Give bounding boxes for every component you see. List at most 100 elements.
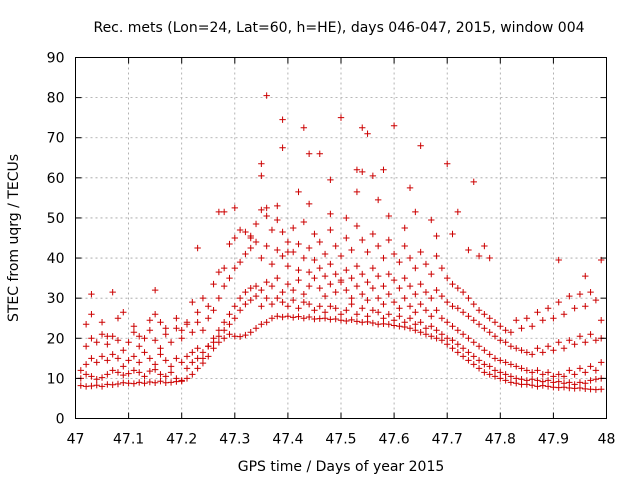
data-point <box>93 375 100 383</box>
data-point <box>231 315 238 322</box>
data-point <box>428 333 435 340</box>
data-point <box>433 252 440 260</box>
data-point <box>215 294 223 302</box>
data-point <box>295 188 302 196</box>
data-point <box>290 224 297 232</box>
data-point <box>406 315 414 322</box>
data-point <box>592 337 600 344</box>
data-point <box>428 270 435 278</box>
data-point <box>321 315 329 322</box>
data-point <box>327 260 334 268</box>
data-point <box>321 272 329 280</box>
data-point <box>162 357 169 364</box>
x-axis-label: GPS time / Days of year 2015 <box>238 459 445 475</box>
data-point <box>82 343 90 350</box>
data-point <box>566 292 573 300</box>
data-point <box>539 371 546 378</box>
data-point <box>343 286 350 294</box>
data-point <box>513 375 520 382</box>
data-point <box>157 377 164 385</box>
data-point <box>136 343 143 350</box>
data-point <box>518 347 525 354</box>
data-point <box>534 383 541 390</box>
data-point <box>396 258 403 266</box>
data-point <box>438 337 446 344</box>
data-point <box>109 288 116 296</box>
data-point <box>189 298 196 306</box>
data-point <box>475 365 483 372</box>
data-point <box>242 300 249 308</box>
data-point <box>151 379 159 387</box>
data-point <box>157 345 164 352</box>
data-point <box>582 380 589 387</box>
data-point <box>104 333 111 340</box>
data-point <box>523 377 531 384</box>
data-point <box>438 331 446 338</box>
data-point <box>459 309 467 316</box>
data-point <box>481 242 488 250</box>
data-point <box>364 318 371 326</box>
data-point <box>77 367 85 374</box>
data-point <box>284 248 292 256</box>
data-point <box>359 168 366 176</box>
data-point <box>321 250 329 258</box>
data-point <box>449 337 456 344</box>
y-tick-labels: 0 10 20 30 40 50 60 70 80 90 <box>47 51 65 428</box>
data-point <box>576 384 584 392</box>
data-point <box>210 280 217 288</box>
data-point <box>189 329 196 336</box>
data-point <box>523 349 531 356</box>
data-point <box>332 288 339 296</box>
data-point <box>125 370 132 377</box>
data-point <box>136 369 143 376</box>
data-point <box>88 290 95 298</box>
data-point <box>343 234 350 242</box>
data-point <box>444 274 451 282</box>
data-point <box>449 345 456 352</box>
data-point <box>374 242 382 250</box>
data-point <box>353 311 361 318</box>
data-point <box>93 339 100 346</box>
data-point <box>151 311 159 318</box>
data-point <box>412 208 419 216</box>
data-point <box>417 329 424 336</box>
data-point <box>220 208 228 216</box>
data-point <box>274 216 281 224</box>
data-point <box>486 254 493 262</box>
data-point <box>422 288 430 296</box>
data-point <box>454 349 462 356</box>
data-point <box>316 238 323 246</box>
data-point <box>98 331 106 338</box>
data-point <box>582 339 589 346</box>
data-point <box>136 359 143 366</box>
data-point <box>343 307 350 314</box>
data-point <box>263 204 270 212</box>
data-point <box>359 124 366 131</box>
data-point <box>343 317 350 325</box>
data-point <box>359 236 366 244</box>
data-point <box>183 353 191 360</box>
data-point <box>199 355 207 362</box>
data-point <box>247 329 254 336</box>
data-point <box>475 252 483 260</box>
data-point <box>199 327 207 334</box>
data-point <box>327 210 334 218</box>
data-point <box>327 226 334 234</box>
data-point <box>438 292 446 300</box>
data-point <box>571 371 578 378</box>
data-point <box>396 304 403 312</box>
data-point <box>327 280 334 288</box>
data-point <box>220 282 228 290</box>
data-point <box>353 166 361 174</box>
data-point <box>369 264 377 272</box>
data-point <box>311 307 318 314</box>
data-point <box>93 382 100 389</box>
x-tick-label: 47.2 <box>166 432 197 448</box>
data-point <box>422 260 430 268</box>
data-point <box>130 367 138 374</box>
data-point <box>305 200 313 208</box>
data-point <box>279 252 286 260</box>
data-point <box>502 339 509 346</box>
data-point <box>220 335 228 342</box>
data-point <box>444 341 451 348</box>
